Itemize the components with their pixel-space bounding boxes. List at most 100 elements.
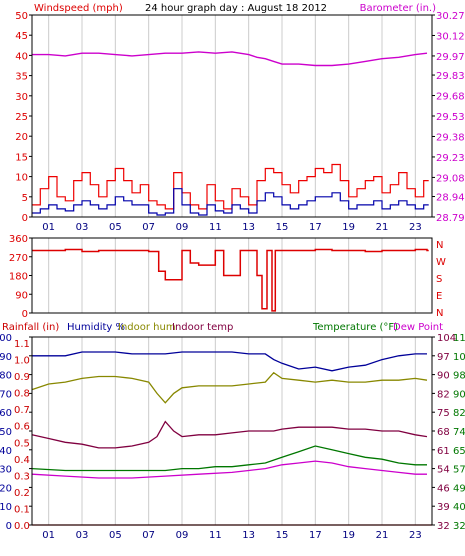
hour-tick-label-01: 01 — [42, 222, 55, 233]
rainfall-tick-label: 1.1 — [14, 339, 30, 350]
hour-tick-label-23: 23 — [409, 222, 422, 233]
direction-degree-label: 270 — [9, 253, 28, 264]
direction-degree-label: 90 — [15, 290, 28, 301]
hour-tick-label-07: 07 — [142, 530, 155, 541]
barometer-tick-label: 29.68 — [436, 92, 465, 103]
rainfall-tick-label: 0.0 — [14, 521, 30, 532]
hour-tick-label-23: 23 — [409, 530, 422, 541]
windspeed-gust-line — [32, 163, 429, 210]
barometer-tick-label: 29.23 — [436, 153, 465, 164]
hour-tick-label-07: 07 — [142, 222, 155, 233]
dew-point-axis-label: Dew Point — [393, 322, 443, 333]
indoor-temp-tick-label: 54 — [437, 465, 450, 476]
humidity-tick-label: 20 — [0, 483, 12, 494]
chart-title: 24 hour graph day : August 18 2012 — [145, 3, 327, 14]
barometer-axis-label: Barometer (in.) — [360, 3, 436, 14]
hour-tick-label-15: 15 — [276, 530, 289, 541]
temperature-tick-label: 57 — [453, 465, 465, 476]
windspeed-tick-label: 25 — [15, 112, 28, 123]
windspeed-tick-label: 30 — [15, 92, 28, 103]
temperature-axis-label: Temperature (°F) — [312, 322, 398, 333]
direction-compass-label: N — [436, 308, 443, 319]
wind-hour-ticks: 01 03 05 07 09 11 13 15 17 19 21 23 — [42, 222, 421, 233]
indoor-hum-line — [31, 371, 428, 404]
indoor-temp-tick-label: 90 — [437, 371, 450, 382]
direction-compass-label: S — [436, 274, 442, 285]
rainfall-tick-label: 0.6 — [14, 422, 30, 433]
temperature-tick-label: 49 — [453, 483, 465, 494]
hour-tick-label-19: 19 — [342, 222, 355, 233]
hour-tick-label-17: 17 — [309, 530, 322, 541]
indoor-temp-tick-label: 61 — [437, 446, 450, 457]
windspeed-tick-label: 10 — [15, 173, 28, 184]
barometer-tick-label: 29.97 — [436, 52, 465, 63]
wind-panel: Windspeed (mph) 24 hour graph day : Augu… — [15, 3, 464, 233]
rainfall-tick-label: 0.5 — [14, 438, 30, 449]
barometer-line — [32, 51, 428, 67]
hour-tick-label-01: 01 — [42, 530, 55, 541]
indoor-temp-tick-label: 75 — [437, 408, 450, 419]
temperature-tick-label: 107 — [453, 352, 465, 363]
indoor-hum-axis-label: Indoor hum — [118, 322, 176, 333]
indoor-temp-tick-label: 32 — [437, 521, 450, 532]
humidity-axis-label: Humidity % — [67, 322, 125, 333]
barometer-tick-label: 29.08 — [436, 173, 465, 184]
humidity-tick-label: 60 — [0, 408, 12, 419]
hour-tick-label-03: 03 — [76, 222, 89, 233]
windspeed-average-line — [32, 188, 429, 216]
direction-degree-ticks: 360 270 180 90 0 — [9, 234, 32, 320]
temperature-line — [31, 445, 427, 472]
rainfall-tick-label: 1.0 — [14, 356, 30, 367]
humidity-tick-label: 0 — [6, 521, 12, 532]
temperature-tick-label: 32 — [453, 521, 465, 532]
humidity-tick-label: 100 — [0, 333, 12, 344]
humidity-tick-label: 70 — [0, 389, 12, 400]
windspeed-axis-label: Windspeed (mph) — [34, 3, 123, 14]
indoor-temp-tick-label: 104 — [437, 333, 456, 344]
temperature-tick-label: 74 — [453, 427, 465, 438]
hour-tick-label-11: 11 — [209, 530, 222, 541]
dew-point-line — [31, 460, 427, 479]
indoor-temp-tick-label: 46 — [437, 483, 450, 494]
temperature-tick-label: 115 — [453, 333, 465, 344]
temperature-tick-label: 65 — [453, 446, 465, 457]
barometer-tick-label: 28.94 — [436, 193, 465, 204]
hour-tick-label-05: 05 — [109, 222, 122, 233]
windspeed-tick-label: 0 — [22, 213, 28, 224]
rainfall-axis-label: Rainfall (in) — [2, 322, 59, 333]
direction-degree-label: 360 — [9, 234, 28, 245]
temperature-hour-ticks: 01 03 05 07 09 11 13 15 17 19 21 23 — [42, 530, 421, 541]
rainfall-tick-label: 0.8 — [14, 389, 30, 400]
barometer-tick-label: 28.79 — [436, 213, 465, 224]
windspeed-ticks: 0 5 10 15 20 25 30 35 40 45 50 — [15, 11, 32, 224]
barometer-tick-label: 29.53 — [436, 112, 465, 123]
humidity-tick-label: 10 — [0, 502, 12, 513]
indoor-temp-line — [31, 420, 428, 449]
windspeed-tick-label: 20 — [15, 132, 28, 143]
humidity-tick-label: 50 — [0, 427, 12, 438]
barometer-tick-label: 29.38 — [436, 132, 465, 143]
rainfall-tick-label: 0.7 — [14, 405, 30, 416]
barometer-tick-label: 30.12 — [436, 31, 465, 42]
indoor-temp-tick-label: 39 — [437, 502, 450, 513]
temperature-tick-label: 40 — [453, 502, 465, 513]
barometer-tick-label: 30.27 — [436, 11, 465, 22]
indoor-temp-tick-label: 68 — [437, 427, 450, 438]
temperature-tick-label: 98 — [453, 371, 465, 382]
windspeed-tick-label: 40 — [15, 51, 28, 62]
direction-compass-label: W — [436, 257, 446, 268]
indoor-temp-axis-label: Indoor temp — [172, 322, 233, 333]
rainfall-tick-label: 0.9 — [14, 372, 30, 383]
indoor-temp-tick-label: 82 — [437, 389, 450, 400]
humidity-line — [32, 351, 427, 372]
hour-tick-label-15: 15 — [276, 222, 289, 233]
windspeed-tick-label: 50 — [15, 11, 28, 22]
rainfall-tick-label: 0.4 — [14, 455, 30, 466]
humidity-tick-label: 30 — [0, 465, 12, 476]
windspeed-tick-label: 15 — [15, 152, 28, 163]
indoor-temp-tick-label: 97 — [437, 352, 450, 363]
hour-tick-label-09: 09 — [176, 222, 189, 233]
hour-tick-label-21: 21 — [376, 530, 389, 541]
